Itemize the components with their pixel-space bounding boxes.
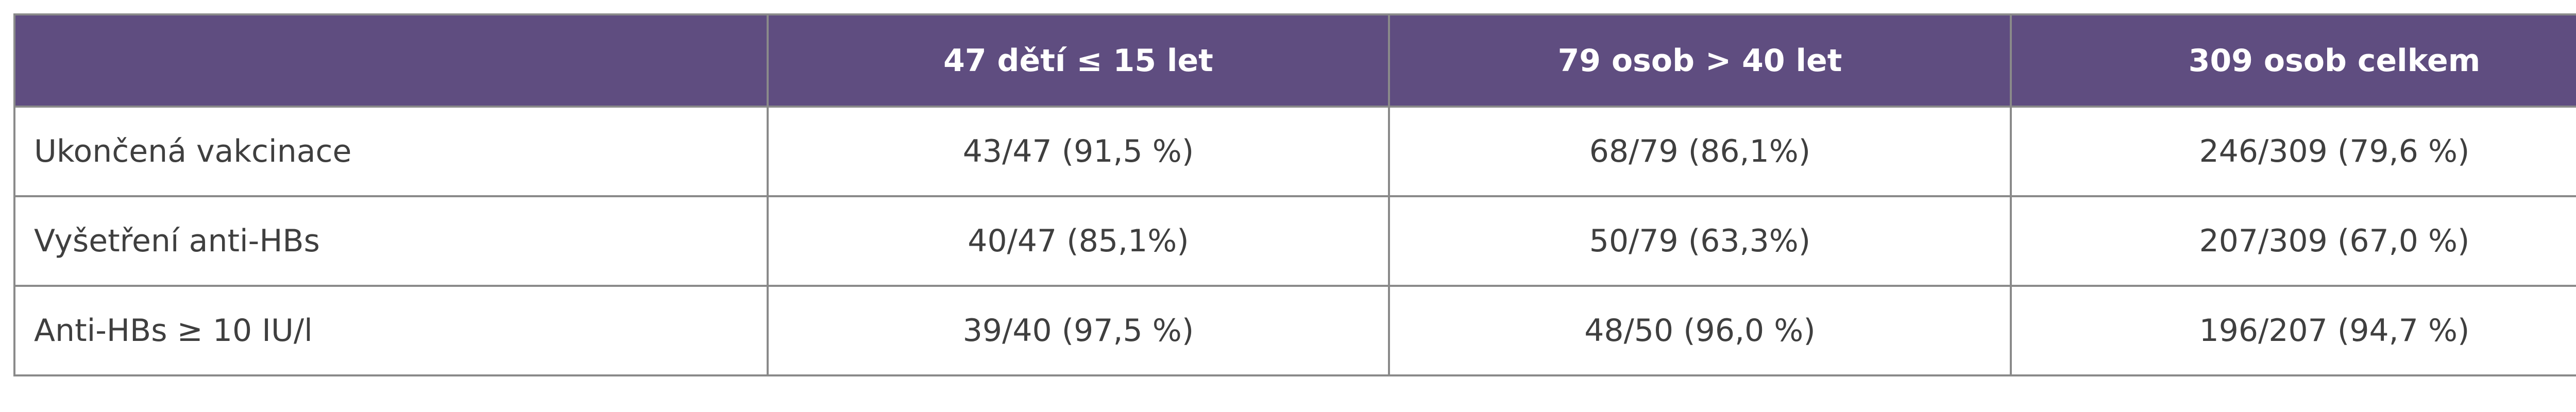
table-header: 47 dětí ≤ 15 let 79 osob > 40 let 309 os… [13,13,2576,108]
data-table: 47 dětí ≤ 15 let 79 osob > 40 let 309 os… [13,13,2576,376]
table-cell: 48/50 (96,0 %) [1388,285,2012,376]
table-cell: 207/309 (67,0 %) [2010,195,2576,287]
table-cell: 39/40 (97,5 %) [767,285,1390,376]
table-row: Ukončená vakcinace 43/47 (91,5 %) 68/79 (8… [13,106,2576,197]
header-row: 47 dětí ≤ 15 let 79 osob > 40 let 309 os… [13,13,2576,108]
table-body: Ukončená vakcinace 43/47 (91,5 %) 68/79 (8… [13,106,2576,376]
table-cell: 68/79 (86,1%) [1388,106,2012,197]
header-cell [13,13,769,108]
table-row: Vyšetření anti-HBs 40/47 (85,1%) 50/79 (63… [13,195,2576,287]
row-label: Anti-HBs ≥ 10 IU/l [13,285,769,376]
table-cell: 40/47 (85,1%) [767,195,1390,287]
header-cell: 79 osob > 40 let [1388,13,2012,108]
row-label: Vyšetření anti-HBs [13,195,769,287]
table-cell: 43/47 (91,5 %) [767,106,1390,197]
header-cell: 309 osob celkem [2010,13,2576,108]
table-row: Anti-HBs ≥ 10 IU/l 39/40 (97,5 %) 48/50 (9… [13,285,2576,376]
header-cell: 47 dětí ≤ 15 let [767,13,1390,108]
table-cell: 196/207 (94,7 %) [2010,285,2576,376]
table-cell: 50/79 (63,3%) [1388,195,2012,287]
row-label: Ukončená vakcinace [13,106,769,197]
table-cell: 246/309 (79,6 %) [2010,106,2576,197]
